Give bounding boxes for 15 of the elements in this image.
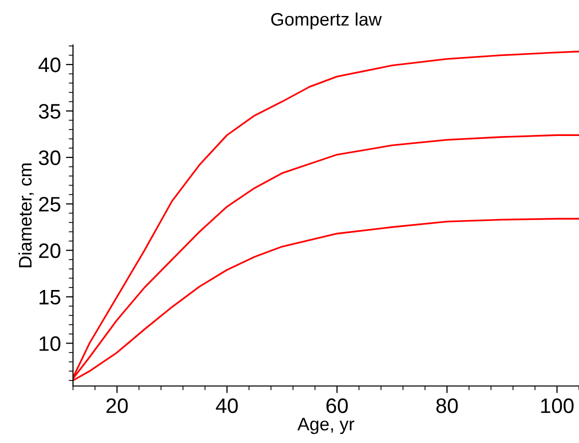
y-tick-label: 35	[38, 104, 60, 119]
y-tick-label: 40	[38, 58, 60, 72]
y-axis-title: Diameter, cm	[18, 164, 34, 268]
y-tick-label: 10	[40, 336, 60, 352]
x-tick-label: 40	[216, 398, 238, 414]
chart-title: Gompertz law	[271, 12, 382, 30]
x-tick-label: 20	[106, 398, 128, 414]
x-axis-title: Age, yr	[297, 418, 354, 434]
y-tick-label: 20	[39, 243, 60, 258]
y-tick-label: 15	[40, 290, 60, 305]
y-tick-label: 30	[38, 150, 60, 166]
x-tick-label: 60	[326, 398, 348, 414]
x-tick-label: 80	[436, 398, 458, 414]
y-tick-label: 25	[39, 196, 60, 212]
x-tick-label: 100	[541, 398, 574, 414]
